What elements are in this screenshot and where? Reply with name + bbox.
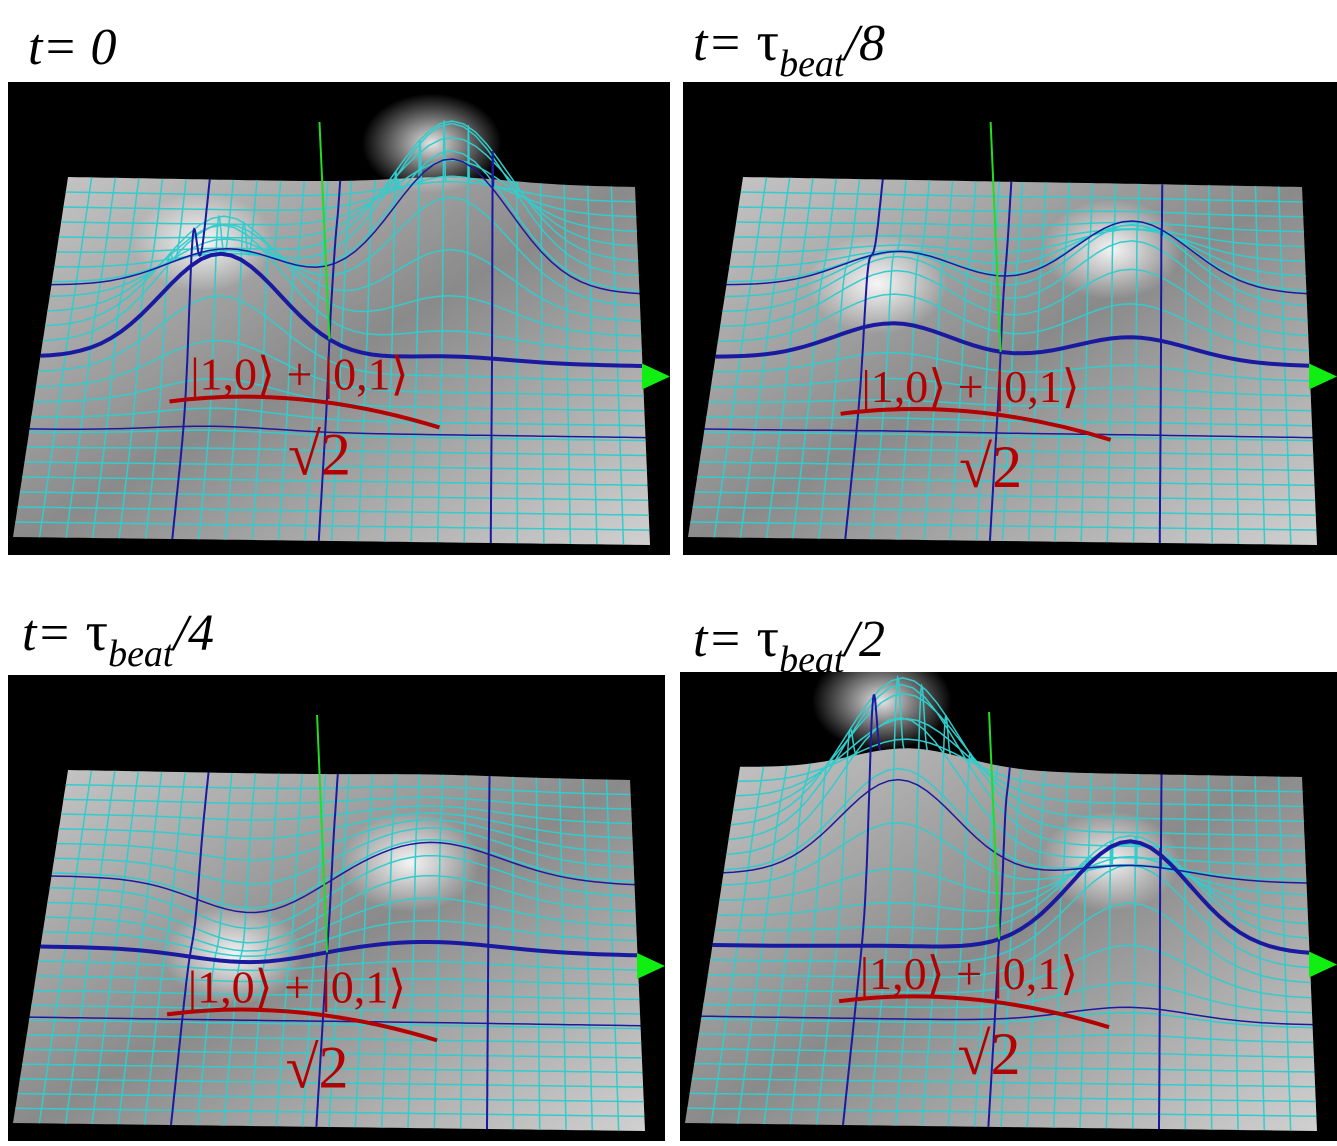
label-prefix: t= — [693, 15, 743, 72]
formula-denominator: √2 — [286, 1034, 349, 1100]
formula-numerator: |1,0⟩ + |0,1⟩ — [860, 948, 1078, 999]
panel-label: t= 0 — [28, 22, 117, 74]
panel-label: t=τbeat/4 — [22, 604, 214, 673]
figure: t= 0 t=τbeat/8 t=τbeat/4 t=τbeat/2 |1,0⟩… — [0, 0, 1337, 1146]
label-suffix: /2 — [845, 611, 885, 668]
label-subscript: beat — [108, 633, 173, 675]
formula-denominator: √2 — [958, 1021, 1021, 1087]
surface-plot: |1,0⟩ + |0,1⟩ √2 — [680, 672, 1337, 1141]
label-prefix: t= — [693, 611, 743, 668]
label-suffix: /8 — [845, 15, 885, 72]
surface-panel: |1,0⟩ + |0,1⟩ √2 — [8, 675, 665, 1141]
surface-plot: |1,0⟩ + |0,1⟩ √2 — [8, 675, 665, 1141]
x-axis-arrow — [1309, 364, 1337, 390]
x-axis-arrow — [1309, 952, 1337, 978]
formula-denominator: √2 — [959, 434, 1022, 500]
panel-label: t=τbeat/2 — [693, 610, 885, 679]
formula-numerator: |1,0⟩ + |0,1⟩ — [190, 348, 408, 399]
surface-plot: |1,0⟩ + |0,1⟩ √2 — [683, 82, 1337, 555]
label-symbol: τ — [757, 607, 780, 669]
label-suffix: /4 — [174, 605, 214, 662]
highlight — [812, 672, 952, 751]
label-time: 0 — [91, 19, 117, 76]
highlight — [807, 234, 947, 334]
formula-denominator: √2 — [288, 421, 351, 487]
panel-label: t=τbeat/8 — [693, 14, 885, 83]
x-axis-arrow — [642, 364, 670, 390]
grid-line — [1186, 185, 1187, 544]
surface-plot: |1,0⟩ + |0,1⟩ √2 — [8, 82, 670, 555]
x-axis-arrow — [637, 953, 665, 979]
label-symbol: τ — [86, 601, 109, 663]
surface-panel: |1,0⟩ + |0,1⟩ √2 — [680, 672, 1337, 1141]
surface-panel: |1,0⟩ + |0,1⟩ √2 — [8, 82, 670, 555]
label-prefix: t= — [22, 605, 72, 662]
formula-numerator: |1,0⟩ + |0,1⟩ — [188, 961, 406, 1012]
label-symbol: τ — [757, 11, 780, 73]
label-subscript: beat — [779, 43, 844, 85]
formula-numerator: |1,0⟩ + |0,1⟩ — [861, 361, 1079, 412]
surface-panel: |1,0⟩ + |0,1⟩ √2 — [683, 82, 1337, 555]
label-prefix: t= — [28, 19, 78, 76]
